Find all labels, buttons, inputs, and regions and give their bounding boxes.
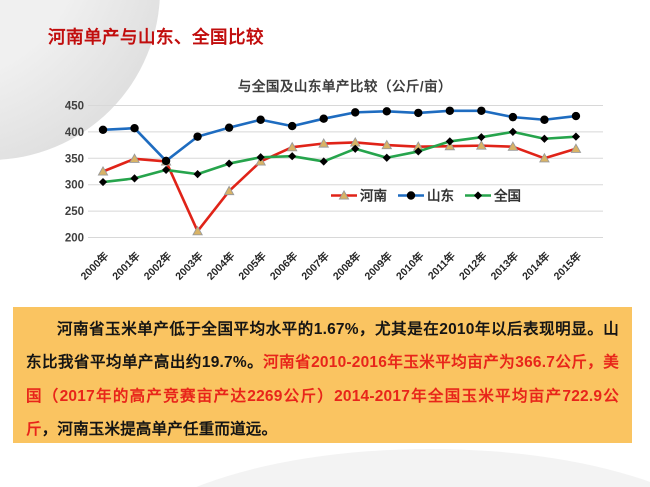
data-point-diamond (98, 177, 108, 187)
data-point-circle (287, 121, 297, 131)
x-tick-label: 2002年 (141, 249, 174, 282)
data-point-circle (130, 124, 139, 133)
data-point-diamond (540, 134, 549, 143)
legend-item-national: 全国 (465, 187, 521, 203)
data-point-circle (351, 108, 360, 117)
note-segment-black-1: 河南省玉米单产低于全国平均水平的1.67%，尤其是在2010年以后表现明显。山东… (26, 321, 619, 372)
data-point-diamond (382, 153, 391, 162)
data-point-diamond (445, 137, 454, 146)
data-point-circle (161, 156, 171, 166)
x-tick-label: 2015年 (551, 249, 584, 282)
data-point-circle (406, 191, 416, 200)
data-point-circle (256, 115, 265, 124)
data-point-circle (193, 132, 202, 141)
series-national (98, 127, 581, 187)
x-tick-label: 2014年 (519, 249, 552, 282)
x-tick-label: 2001年 (110, 249, 143, 282)
data-point-diamond (477, 133, 486, 142)
data-point-diamond (288, 152, 297, 161)
y-tick-label: 450 (65, 101, 84, 113)
data-point-triangle (192, 225, 203, 236)
data-point-diamond (473, 191, 483, 200)
data-point-diamond (225, 159, 234, 168)
data-point-triangle (475, 140, 487, 150)
x-tick-label: 2007年 (299, 249, 332, 282)
summary-note-text: 河南省玉米单产低于全国平均水平的1.67%，尤其是在2010年以后表现明显。山东… (26, 313, 619, 447)
data-point-triangle (223, 185, 235, 196)
note-segment-black-2: ，河南玉米提高单产任重而道远。 (41, 421, 278, 439)
x-tick-label: 2006年 (267, 249, 300, 282)
data-point-diamond (351, 144, 360, 153)
data-point-triangle (97, 165, 109, 176)
data-point-circle (382, 107, 391, 116)
data-point-circle (445, 106, 455, 115)
y-tick-label: 350 (65, 153, 84, 165)
series-line-shandong (101, 109, 578, 163)
data-point-triangle (318, 137, 330, 148)
summary-note: 河南省玉米单产低于全国平均水平的1.67%，尤其是在2010年以后表现明显。山东… (13, 307, 632, 443)
x-tick-label: 2008年 (330, 249, 363, 282)
data-point-circle (540, 115, 549, 124)
y-tick-label: 200 (65, 233, 84, 245)
data-point-triangle (129, 153, 140, 163)
legend-label-national: 全国 (493, 187, 521, 203)
x-tick-label: 2005年 (236, 249, 269, 282)
x-tick-label: 2013年 (488, 249, 521, 282)
data-point-diamond (193, 170, 202, 179)
slide-title: 河南单产与山东、全国比较 (48, 27, 264, 47)
data-point-diamond (319, 157, 328, 166)
x-axis-labels: 2000年 2001年 2002年 2003年 2004年 2005年 2006年 2007年… (78, 249, 584, 282)
data-point-diamond (571, 132, 581, 141)
legend-label-shandong: 山东 (427, 187, 454, 203)
data-point-diamond (414, 147, 423, 156)
data-point-triangle (507, 141, 519, 151)
x-tick-label: 2012年 (456, 249, 489, 282)
data-point-circle (224, 123, 234, 132)
data-point-triangle (381, 139, 393, 150)
y-tick-label: 300 (65, 180, 84, 192)
series-shandong (98, 106, 581, 166)
x-tick-label: 2003年 (173, 249, 206, 282)
data-point-triangle (286, 141, 298, 152)
y-tick-label: 400 (65, 127, 84, 139)
legend-item-shandong: 山东 (398, 187, 454, 203)
series-line-national (101, 130, 578, 184)
data-point-circle (414, 108, 423, 118)
bottom-decoration-ellipse (110, 449, 650, 487)
x-tick-label: 2000年 (78, 249, 111, 282)
legend-item-henan: 河南 (331, 187, 387, 203)
data-point-circle (319, 114, 328, 123)
data-point-triangle (338, 189, 350, 200)
x-tick-label: 2004年 (204, 249, 237, 282)
data-point-circle (571, 111, 581, 121)
chart-legend: 河南 山东 全国 (331, 187, 521, 203)
data-point-diamond (130, 174, 139, 183)
data-point-triangle (570, 143, 582, 153)
legend-label-henan: 河南 (360, 187, 387, 203)
x-tick-label: 2011年 (425, 249, 458, 282)
x-tick-label: 2010年 (393, 249, 426, 282)
data-point-circle (98, 125, 108, 134)
series-line-henan (101, 141, 578, 233)
data-point-diamond (256, 153, 265, 162)
data-point-circle (477, 106, 486, 115)
y-tick-label: 250 (65, 206, 84, 218)
y-axis-labels: 200 250 300 350 400 450 (65, 101, 84, 245)
chart-title: 与全国及山东单产比较（公斤/亩） (237, 79, 453, 94)
data-point-circle (508, 112, 518, 122)
note-segment-red: 河南省2010-2016年玉米平均亩产为366.7公斤，美国（2017年的高产竞… (26, 354, 620, 439)
x-tick-label: 2009年 (362, 249, 395, 282)
data-point-diamond (508, 127, 517, 136)
series-henan (97, 136, 582, 236)
y-gridlines (88, 105, 603, 238)
data-point-triangle (444, 140, 456, 151)
data-point-triangle (539, 152, 550, 163)
